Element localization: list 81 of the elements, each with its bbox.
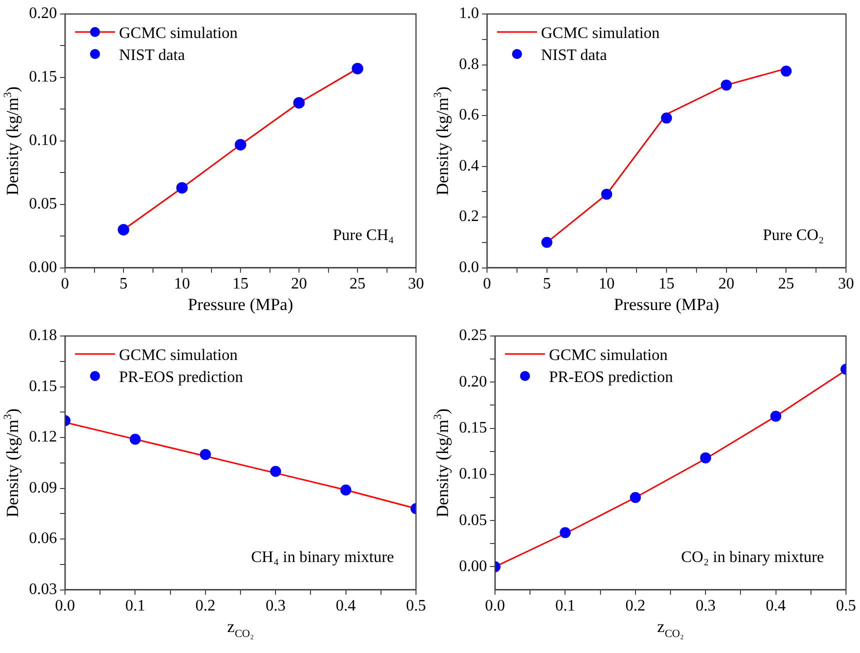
- point: [700, 452, 712, 464]
- x-tick-label: 0: [61, 276, 69, 293]
- legend-label: GCMC simulation: [541, 25, 660, 42]
- x-tick-label: 5: [542, 276, 551, 293]
- y-tick-label: 0.2: [459, 208, 479, 226]
- x-tick-label: 15: [232, 276, 248, 293]
- x-tick-label: 25: [778, 276, 794, 293]
- legend-label: GCMC simulation: [549, 347, 668, 364]
- point: [661, 112, 672, 124]
- x-tick-label: 0.0: [55, 598, 75, 615]
- legend-label: PR-EOS prediction: [119, 369, 243, 386]
- x-tick-label: 20: [291, 276, 307, 293]
- y-tick-label: 0.10: [459, 466, 487, 483]
- x-tick-label: 30: [838, 276, 854, 293]
- y-tick-label: 0.6: [459, 106, 479, 124]
- point: [541, 236, 552, 248]
- x-axis-title: Pressure (MPa): [188, 294, 294, 314]
- annotation: CH₄ in binary mixture: [251, 548, 394, 566]
- point: [720, 80, 732, 91]
- point: [294, 97, 304, 108]
- y-tick-label: 0.00: [459, 558, 487, 575]
- x-tick-label: 0: [483, 276, 491, 293]
- legend-label: PR-EOS prediction: [549, 369, 673, 386]
- x-tick-label: 0.1: [555, 598, 576, 615]
- point: [176, 182, 188, 194]
- y-axis-title: Density (kg/m3): [2, 86, 22, 196]
- y-tick-label: 0.4: [459, 157, 479, 174]
- y-tick-label: 0.20: [29, 5, 57, 22]
- legend-label: NIST data: [119, 47, 185, 64]
- legend-label: NIST data: [541, 47, 607, 64]
- y-axis-title: Density (kg/m3): [432, 408, 452, 518]
- y-axis-title: Density (kg/m3): [432, 86, 452, 196]
- x-tick-label: 5: [120, 276, 128, 293]
- point: [118, 224, 129, 236]
- x-tick-label: 0.4: [766, 598, 786, 615]
- y-tick-label: 0.15: [29, 68, 57, 86]
- y-tick-label: 0.15: [29, 378, 57, 395]
- x-tick-label: 0.2: [625, 598, 646, 615]
- x-tick-label: 30: [408, 276, 424, 293]
- y-axis-title: Density (kg/m3): [2, 408, 22, 518]
- annotation: Pure CO₂: [762, 226, 824, 244]
- x-tick-label: 0.5: [406, 598, 426, 615]
- point: [630, 492, 641, 504]
- y-tick-label: 0.10: [29, 132, 57, 150]
- x-tick-label: 0.3: [266, 598, 286, 615]
- point: [601, 188, 612, 200]
- point: [780, 66, 792, 77]
- x-tick-label: 0.2: [195, 598, 216, 615]
- x-tick-label: 10: [598, 276, 615, 293]
- point: [235, 139, 246, 150]
- legend-label: GCMC simulation: [119, 347, 238, 364]
- point: [270, 466, 282, 477]
- y-tick-label: 1.0: [459, 5, 479, 22]
- legend-label: GCMC simulation: [119, 25, 238, 42]
- y-tick-label: 0.18: [29, 327, 57, 344]
- x-tick-label: 15: [658, 276, 674, 293]
- y-tick-label: 0.06: [29, 530, 57, 548]
- x-tick-label: 10: [174, 276, 190, 293]
- x-tick-label: 0.3: [696, 598, 716, 615]
- y-tick-label: 0.00: [29, 259, 57, 276]
- y-tick-label: 0.09: [29, 479, 57, 496]
- x-tick-label: 0.0: [485, 598, 505, 615]
- x-tick-label: 0.4: [336, 598, 356, 615]
- y-tick-label: 0.05: [459, 512, 487, 529]
- y-tick-label: 0.8: [459, 56, 479, 73]
- y-tick-label: 0.20: [459, 373, 487, 390]
- x-tick-label: 0.1: [125, 598, 146, 615]
- y-tick-label: 0.0: [459, 259, 479, 276]
- point: [200, 448, 211, 460]
- annotation: Pure CH₄: [332, 226, 394, 244]
- annotation: CO₂ in binary mixture: [681, 548, 824, 566]
- y-tick-label: 0.25: [459, 327, 487, 344]
- x-tick-label: 20: [718, 276, 734, 293]
- x-axis-title: Pressure (MPa): [614, 294, 720, 314]
- y-tick-label: 0.05: [29, 196, 57, 213]
- x-tick-label: 25: [350, 276, 366, 293]
- y-tick-label: 0.03: [29, 581, 57, 598]
- point: [352, 63, 363, 74]
- x-tick-label: 0.5: [836, 598, 856, 615]
- y-tick-label: 0.12: [29, 428, 57, 446]
- y-tick-label: 0.15: [459, 419, 487, 436]
